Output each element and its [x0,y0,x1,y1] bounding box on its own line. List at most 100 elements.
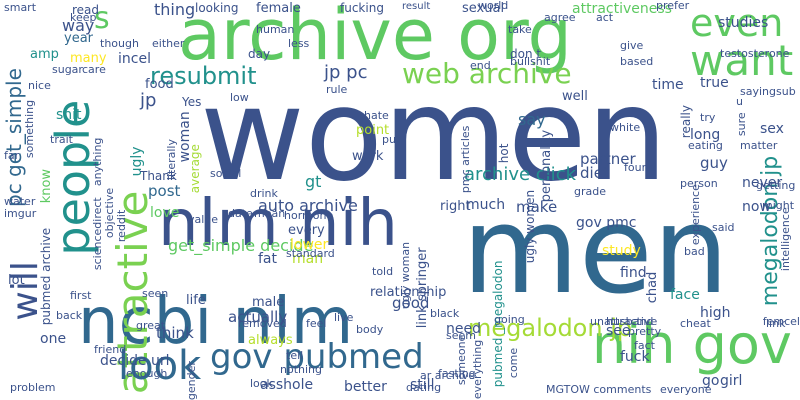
word-less: less [288,37,310,50]
word-standard: standard [286,247,335,260]
word-work: work [352,149,384,164]
word-care: care [82,63,106,76]
word-girl: girl [720,373,743,389]
word-eating: eating [688,139,723,152]
word-ncbi-nlm: ncbi nlm [78,285,354,359]
word-read: read [72,3,100,17]
word-friend: friend [94,343,127,356]
word-web-archive: web archive [402,57,572,90]
word-sub: sub [776,85,796,98]
word-food: food [145,77,174,92]
word-something: something [23,100,36,159]
word-studies: studies [718,15,769,31]
word-thing: thing [154,0,196,19]
word-either: either [152,37,185,50]
word-intelligence: intelligence [779,207,792,271]
word-white: white [610,121,641,134]
word-seem: seem [446,329,476,342]
word-guy: guy [700,154,728,172]
word-saying: saying [740,85,776,98]
word-long: long [690,127,721,143]
word-act: act [596,11,614,24]
word-sure: sure [735,112,748,137]
word-partner: partner [580,150,636,168]
word-keep: keep [70,11,97,24]
word-lot: lot [8,273,25,288]
word-lower: lower [290,237,329,253]
word-world: world [478,0,509,12]
word-everyone: everyone [660,383,712,396]
word-thank: Thank [140,169,177,183]
word-hormone: hormone [284,209,334,222]
word-love: love [150,205,180,221]
word-archive-org: archive org [178,0,572,76]
word-result: result [402,1,431,12]
word-nih-gov: nih gov [592,313,792,376]
word-high: high [700,305,731,321]
word-see: see [606,323,631,339]
word-told: told [372,265,394,278]
word-value: value [188,213,219,226]
word-post: post [148,182,181,200]
word-still: still [410,377,435,393]
word-testosterone: testosterone [720,47,790,60]
word-based: based [620,55,654,68]
word-every: every [288,223,325,238]
word-unattractive: unattractive [590,315,658,328]
word-gov-pubmed: gov pubmed [210,337,424,377]
word-reddit: reddit [115,209,128,243]
word-cheat: cheat [680,317,711,330]
word-attractiveness: attractiveness [572,1,672,17]
word-human: human [256,23,295,36]
word-grade: grade [574,185,606,198]
word-pmc-articles: pmc articles [459,125,472,193]
word-looking: looking [195,1,239,15]
word-really: really [679,104,693,138]
word-put: put [382,133,401,146]
word-link: link [766,317,786,330]
word-ugly-woman: ugly woman [399,242,412,310]
word-seen: seen [142,287,169,300]
word-fact: fact [634,339,655,352]
word-body: body [356,323,384,336]
word-point: point [356,123,390,138]
word-auto-archive: auto archive [258,196,358,215]
word-husband: husband [606,315,654,328]
word-try: try [700,111,716,124]
word-low: low [230,91,249,104]
word-well: well [562,89,588,104]
word-end: end [470,59,491,72]
word-women: women [200,61,668,210]
word-nothing: nothing [280,363,322,376]
word-life: life [186,293,206,308]
word-sex: sex [760,121,784,137]
word-far: far [4,149,20,162]
word-get-simple-decide: get_simple decide [168,236,314,255]
word-people: people [46,99,100,256]
word-bullshit: bullshit [510,55,551,68]
word-go: go [702,373,720,389]
word-literally: literally [165,139,178,181]
word-gov-pmc: gov pmc [576,215,637,231]
word-many: many [70,51,107,66]
word-mgtow-comments: MGTOW comments [546,383,652,396]
word-good: good [392,294,430,312]
word-never: never [742,175,783,191]
word-gender: gender [185,361,198,400]
word-decide-url: decide url [100,353,170,369]
word-ar-archive: ar archive [420,369,476,382]
word-social: social [210,167,242,180]
word-face: face [670,287,700,303]
word-mean: mean [254,207,286,220]
word-u: u [736,95,743,108]
word-always: always [248,333,293,348]
word-first: first [70,289,92,302]
word-need: need [446,321,481,337]
word-jp-pc: jp pc [324,62,368,83]
word-rule: rule [326,83,348,96]
word-day: day [248,47,271,61]
word-found: found [624,161,656,174]
word-fucking: fucking [340,1,384,15]
word-look: look [250,377,273,390]
